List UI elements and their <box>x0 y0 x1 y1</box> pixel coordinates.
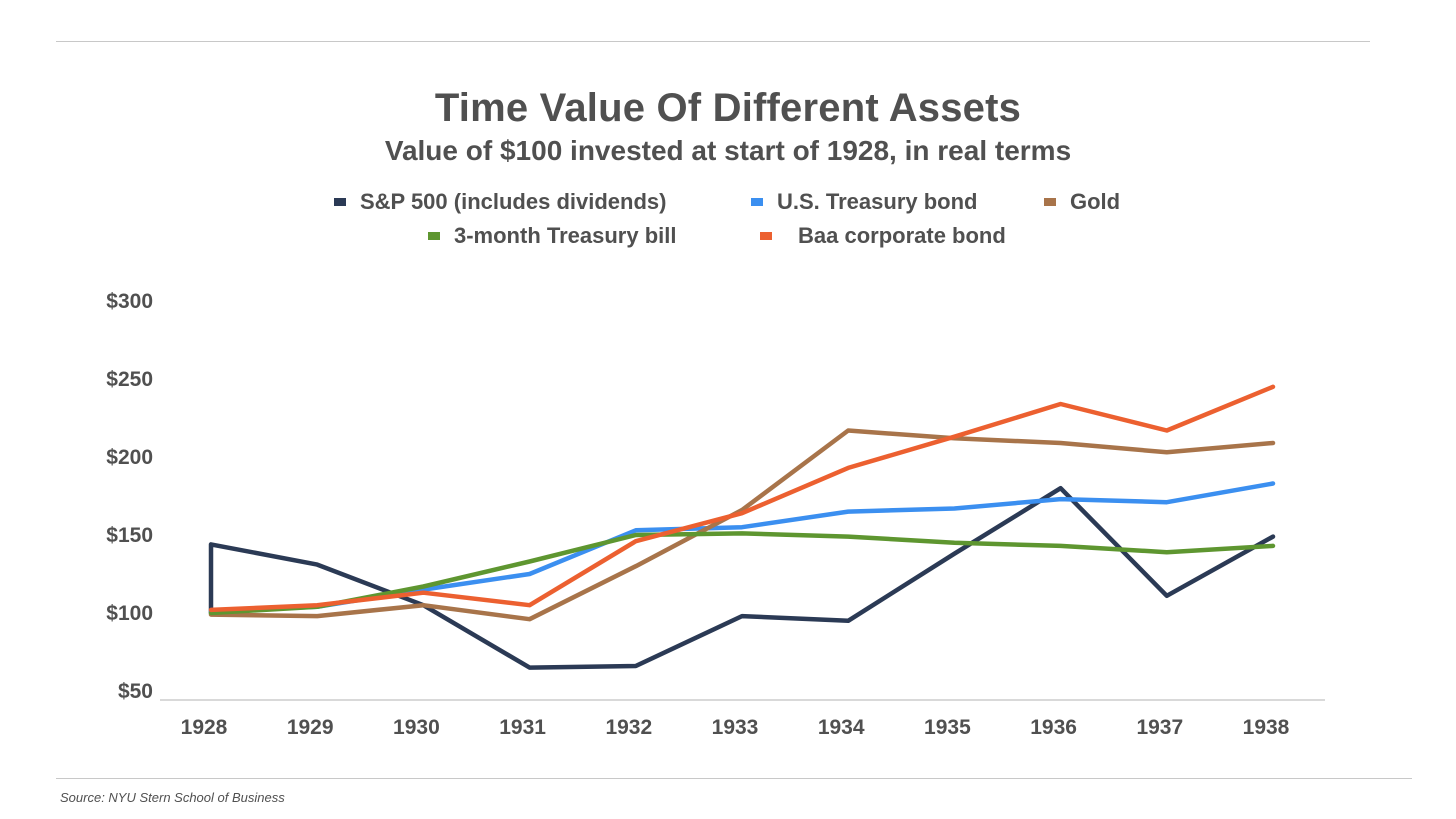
legend-item-tbill: 3-month Treasury bill <box>428 223 677 249</box>
legend-swatch-tbill <box>428 232 440 240</box>
series-line-gold <box>208 428 1276 622</box>
x-tick-label: 1932 <box>605 716 652 739</box>
series-lines <box>208 384 1276 670</box>
legend-item-sp500: S&P 500 (includes dividends) <box>334 189 666 215</box>
legend-swatch-treasury-bond <box>751 198 763 206</box>
x-tick-label: 1929 <box>287 716 334 739</box>
x-tick-label: 1938 <box>1243 716 1290 739</box>
legend-label-tbill: 3-month Treasury bill <box>454 223 677 248</box>
chart-subtitle: Value of $100 invested at start of 1928,… <box>384 135 1072 166</box>
legend-swatch-baa-bond <box>760 232 772 240</box>
y-tick-label: $50 <box>118 680 153 703</box>
y-axis-ticks: $50 $100 $150 $200 $250 $300 <box>106 290 153 703</box>
bottom-divider <box>56 778 1412 779</box>
x-tick-label: 1935 <box>924 716 971 739</box>
x-tick-label: 1931 <box>499 716 546 739</box>
legend-label-gold: Gold <box>1070 189 1121 214</box>
x-tick-label: 1934 <box>818 716 865 739</box>
legend-label-baa-bond: Baa corporate bond <box>798 223 1006 248</box>
x-tick-label: 1933 <box>712 716 759 739</box>
y-tick-label: $100 <box>106 602 153 625</box>
series-line-baa-corporate-bond <box>208 384 1276 613</box>
series-line-s-p-500-includes-dividends <box>208 485 1276 670</box>
y-tick-label: $200 <box>106 446 153 469</box>
legend-label-sp500: S&P 500 (includes dividends) <box>360 189 667 214</box>
legend-label-treasury-bond: U.S. Treasury bond <box>777 189 978 214</box>
y-tick-label: $150 <box>106 524 153 547</box>
x-tick-label: 1937 <box>1136 716 1183 739</box>
legend-swatch-sp500 <box>334 198 346 206</box>
top-divider <box>56 41 1370 42</box>
y-tick-label: $250 <box>106 368 153 391</box>
source-note: Source: NYU Stern School of Business <box>60 790 285 805</box>
x-tick-label: 1936 <box>1030 716 1077 739</box>
legend-item-treasury-bond: U.S. Treasury bond <box>751 189 978 215</box>
chart-title: Time Value Of Different Assets <box>434 86 1022 130</box>
x-tick-label: 1930 <box>393 716 440 739</box>
legend-item-baa-bond: Baa corporate bond <box>760 223 1006 249</box>
series-line-3-month-treasury-bill <box>208 531 1276 616</box>
x-axis-ticks: 1928 1929 1930 1931 1932 1933 1934 1935 1936 1937… <box>181 716 1290 739</box>
x-tick-label: 1928 <box>181 716 228 739</box>
y-tick-label: $300 <box>106 290 153 313</box>
legend-item-gold: Gold <box>1044 189 1120 215</box>
legend-swatch-gold <box>1044 198 1056 206</box>
